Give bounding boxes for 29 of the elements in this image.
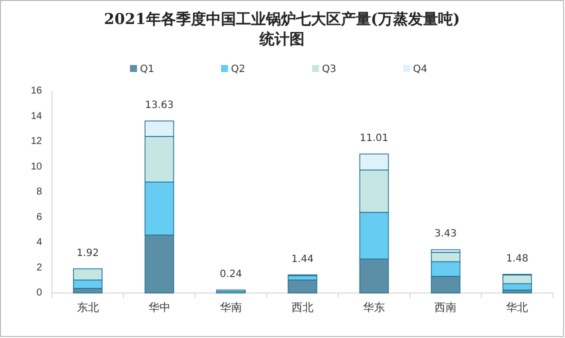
y-tick-label: 6 bbox=[36, 212, 42, 223]
x-tick-label: 华南 bbox=[220, 300, 242, 314]
y-tick-label: 0 bbox=[36, 288, 42, 298]
total-label: 1.48 bbox=[506, 253, 528, 264]
total-label: 13.63 bbox=[145, 100, 174, 111]
total-label: 1.44 bbox=[291, 254, 314, 265]
x-tick-label: 华东 bbox=[363, 300, 386, 314]
y-tick-label: 14 bbox=[30, 110, 42, 122]
total-label: 3.43 bbox=[434, 228, 457, 240]
x-tick-label: 西北 bbox=[292, 300, 314, 314]
legend-label: Q4 bbox=[413, 64, 428, 75]
y-tick-label: 16 bbox=[30, 86, 42, 96]
legend-label: Q2 bbox=[231, 64, 246, 75]
total-label: 1.92 bbox=[76, 248, 99, 259]
x-tick-label: 东北 bbox=[76, 300, 99, 314]
total-label: 0.24 bbox=[220, 268, 242, 280]
chart-title: 2021年各季度中国工业锅炉七大区产量(万蒸发量吨)统计图 bbox=[104, 10, 460, 48]
legend-label: Q3 bbox=[322, 64, 336, 75]
x-tick-label: 西南 bbox=[434, 300, 457, 314]
y-tick-label: 4 bbox=[36, 237, 42, 248]
total-label: 11.01 bbox=[360, 133, 388, 144]
bar bbox=[288, 280, 318, 294]
x-tick-label: 华北 bbox=[506, 300, 528, 314]
y-tick-label: 12 bbox=[30, 136, 42, 147]
y-tick-label: 8 bbox=[36, 186, 42, 198]
legend-label: Q1 bbox=[140, 64, 154, 75]
y-tick-label: 10 bbox=[30, 161, 42, 172]
y-tick-label: 2 bbox=[36, 262, 42, 274]
x-tick-label: 华中 bbox=[148, 300, 170, 314]
